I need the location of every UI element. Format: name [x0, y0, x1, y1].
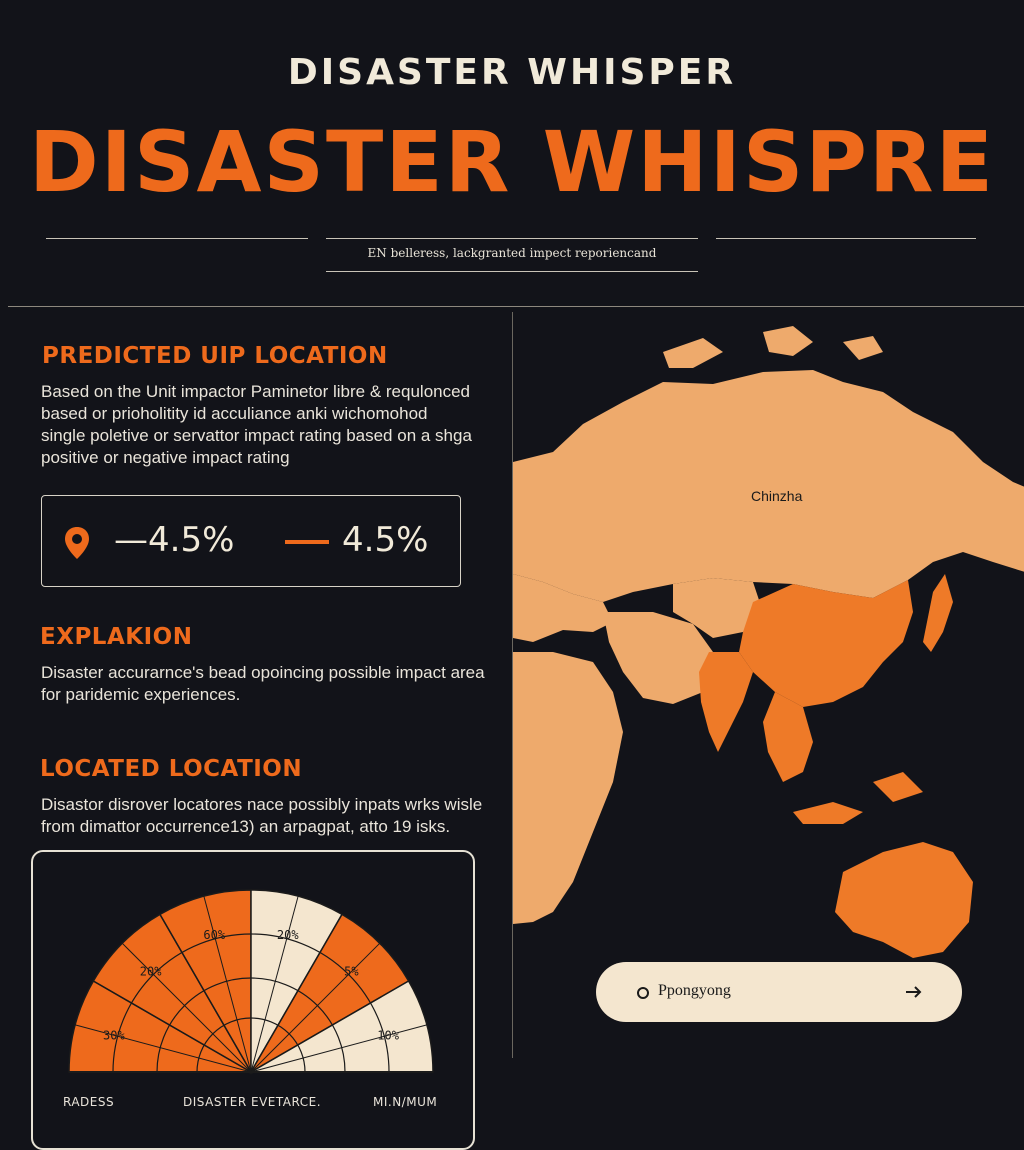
chart-segment-label: 10% — [377, 1028, 399, 1042]
located-line: Disastor disrover locatores nace possibl… — [41, 795, 483, 814]
impact-value-right: 4.5% — [342, 520, 429, 560]
predicted-heading: PREDICTED UIP LOCATION — [42, 343, 388, 369]
chart-grid-radial — [121, 942, 252, 1073]
location-pin-icon — [65, 527, 89, 559]
search-location-text: Ppongyong — [658, 982, 731, 999]
chart-grid-radial — [203, 896, 252, 1073]
chart-grid-radial — [250, 1024, 427, 1073]
landmass-arctic-island — [843, 336, 883, 360]
section-divider — [8, 306, 1024, 307]
landmass-middle-east — [603, 612, 713, 704]
chart-grid-radial — [250, 914, 343, 1073]
chart-segment-label: 60% — [203, 928, 225, 942]
predicted-line: Based on the Unit impactor Paminetor lib… — [41, 382, 471, 401]
predicted-description: Based on the Unit impactor Paminetor lib… — [41, 381, 501, 469]
chart-grid-radial — [159, 914, 252, 1073]
chart-segment-label: 20% — [140, 965, 162, 979]
predicted-line: based or prioholitity id acculiance anki… — [41, 404, 428, 423]
landmass-arctic-island — [763, 326, 813, 356]
landmass-arctic-island — [663, 338, 723, 368]
explanation-line: Disaster accurarnce's bead opoincing pos… — [41, 663, 485, 682]
impact-chart-card: 30% 20% 60% 20% 5% 10% RADESS DISASTER EVETAR… — [31, 850, 475, 1150]
map-label-chinzha: Chinzha — [751, 488, 803, 504]
region-southeast-asia — [763, 692, 813, 782]
chart-segment-label: 5% — [344, 965, 359, 979]
region-philippines — [873, 772, 923, 802]
semicircle-chart: 30% 20% 60% 20% 5% 10% — [68, 889, 434, 1075]
located-heading: LOCATED LOCATION — [40, 756, 303, 782]
kicker-title: DISASTER WHISPER — [287, 52, 737, 93]
chart-grid-radial — [250, 942, 381, 1073]
region-china — [739, 580, 913, 707]
tagline-rule — [326, 271, 698, 272]
predicted-line: single poletive or servattor impact rati… — [41, 426, 472, 445]
chart-footer-label: DISASTER EVETARCE. — [183, 1095, 322, 1109]
page-title: DISASTER WHISPRE — [29, 113, 995, 211]
circle-icon — [637, 987, 649, 999]
region-japan — [923, 574, 953, 652]
chart-footer-label: MI.N/MUM — [373, 1095, 438, 1109]
landmass-central-asia — [673, 578, 763, 638]
region-australia — [835, 842, 973, 958]
arrow-right-icon[interactable] — [904, 984, 924, 1000]
header-rule-center — [326, 238, 698, 239]
chart-grid-radial — [250, 980, 409, 1073]
explanation-line: for paridemic experiences. — [41, 685, 241, 704]
world-map-svg — [513, 312, 1024, 1058]
chart-segment-label: 20% — [277, 928, 299, 942]
landmass-africa — [513, 652, 623, 924]
world-map[interactable]: Chinzha — [512, 312, 1024, 1058]
impact-value-left: —4.5% — [114, 520, 235, 560]
chart-footer-label: RADESS — [63, 1095, 115, 1109]
region-india — [699, 652, 753, 752]
chart-grid-radial — [75, 1024, 252, 1073]
header-rule-left — [46, 238, 308, 239]
orange-dash-icon — [285, 540, 329, 544]
explanation-description: Disaster accurarnce's bead opoincing pos… — [41, 662, 501, 706]
landmass-russia — [513, 370, 1024, 602]
header-rule-right — [716, 238, 976, 239]
located-description: Disastor disrover locatores nace possibl… — [41, 794, 501, 838]
located-line: from dimattor occurrence13) an arpagpat,… — [41, 817, 451, 836]
chart-grid-radial — [93, 980, 252, 1073]
landmass-europe — [513, 574, 613, 642]
impact-stat-box: —4.5% 4.5% — [41, 495, 461, 587]
explanation-heading: EXPLAKION — [40, 624, 193, 650]
predicted-line: positive or negative impact rating — [41, 448, 290, 467]
location-search-bar[interactable]: Ppongyong — [596, 962, 962, 1022]
region-indonesia — [793, 802, 863, 824]
chart-grid-radial — [250, 896, 299, 1073]
tagline: EN belleress, lackgranted impect reporie… — [367, 246, 657, 260]
chart-segment-label: 30% — [103, 1028, 125, 1042]
